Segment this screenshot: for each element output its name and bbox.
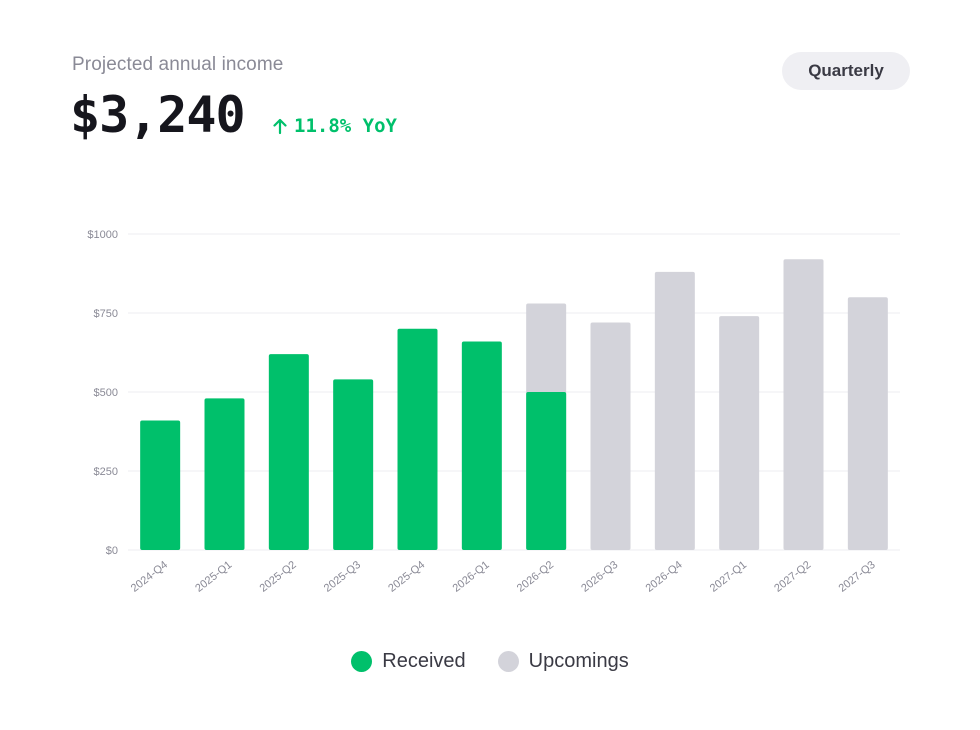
legend-dot-upcomings [497, 651, 519, 672]
x-tick-label: 2025-Q1 [193, 559, 234, 595]
x-tick-label: 2027-Q3 [837, 559, 878, 595]
x-tick-label: 2027-Q2 [772, 559, 813, 595]
bar-received [204, 398, 245, 550]
growth-value: 11.8% YoY [294, 115, 397, 137]
legend-dot-received [351, 651, 373, 672]
chart-legend: Received Upcomings [0, 650, 980, 673]
arrow-up-icon [273, 118, 287, 135]
bar-upcoming [654, 271, 695, 550]
y-tick-label: $250 [94, 466, 118, 478]
x-tick-label: 2027-Q1 [708, 559, 749, 595]
x-tick-label: 2025-Q2 [258, 559, 299, 595]
bar-received [526, 392, 567, 550]
income-bar-chart: $0 $250 $500 $750 $1000 2024-Q4 2025-Q1 2025-Q2… [87, 229, 900, 595]
bar-received [461, 341, 502, 550]
x-tick-label: 2026-Q3 [579, 559, 620, 595]
bar-received [333, 379, 374, 550]
y-tick-label: $1000 [87, 229, 118, 241]
legend-item-received[interactable]: Received [351, 650, 466, 673]
bar-upcoming [719, 316, 760, 550]
income-label: Projected annual income [72, 54, 284, 75]
x-tick-label: 2024-Q4 [129, 559, 170, 595]
bar-upcoming [847, 297, 888, 550]
x-tick-label: 2026-Q1 [451, 559, 492, 595]
bar-upcoming [590, 322, 631, 550]
x-tick-label: 2026-Q4 [644, 559, 685, 595]
income-amount: $3,240 [70, 86, 246, 144]
bar-upcoming [783, 259, 824, 550]
period-toggle-button[interactable]: Quarterly [782, 52, 910, 90]
legend-item-upcomings[interactable]: Upcomings [497, 650, 629, 673]
legend-label-upcomings: Upcomings [528, 650, 629, 672]
bar-received [140, 420, 181, 550]
y-tick-label: $750 [94, 308, 118, 320]
y-tick-label: $0 [106, 545, 118, 557]
x-tick-label: 2025-Q3 [322, 559, 363, 595]
bar-received [397, 328, 438, 550]
bar-received [268, 354, 309, 550]
y-tick-label: $500 [94, 387, 118, 399]
x-tick-label: 2026-Q2 [515, 559, 556, 595]
growth-indicator: 11.8% YoY [272, 115, 397, 137]
x-tick-label: 2025-Q4 [386, 559, 427, 595]
legend-label-received: Received [382, 650, 466, 672]
